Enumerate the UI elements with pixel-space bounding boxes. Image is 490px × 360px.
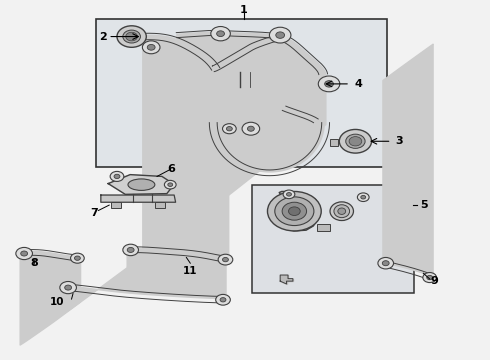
Text: 4: 4 xyxy=(355,79,363,89)
Circle shape xyxy=(60,282,76,294)
Polygon shape xyxy=(280,275,293,284)
Circle shape xyxy=(349,136,362,146)
Circle shape xyxy=(65,285,72,290)
Circle shape xyxy=(283,190,295,199)
Circle shape xyxy=(427,275,433,280)
Circle shape xyxy=(168,183,172,186)
Circle shape xyxy=(21,251,27,256)
Circle shape xyxy=(217,31,224,37)
Circle shape xyxy=(16,247,32,260)
Circle shape xyxy=(357,193,369,202)
Polygon shape xyxy=(274,192,318,231)
Circle shape xyxy=(361,195,366,199)
Text: 11: 11 xyxy=(183,266,197,276)
Text: 10: 10 xyxy=(49,297,64,307)
Circle shape xyxy=(123,244,139,256)
Circle shape xyxy=(289,207,300,216)
Text: 6: 6 xyxy=(167,163,174,174)
Circle shape xyxy=(143,41,160,54)
Circle shape xyxy=(127,247,134,252)
Circle shape xyxy=(164,180,176,189)
Circle shape xyxy=(275,197,314,226)
Bar xyxy=(155,202,165,208)
Circle shape xyxy=(222,257,228,262)
Circle shape xyxy=(126,32,138,41)
Bar xyxy=(252,185,414,293)
Bar xyxy=(111,202,122,208)
Circle shape xyxy=(222,124,236,134)
Circle shape xyxy=(268,192,321,231)
Circle shape xyxy=(318,76,340,92)
Text: 7: 7 xyxy=(91,208,98,218)
Polygon shape xyxy=(108,175,174,194)
Text: 2: 2 xyxy=(99,32,107,41)
Ellipse shape xyxy=(330,202,353,221)
Circle shape xyxy=(74,256,80,260)
Bar xyxy=(330,139,338,145)
Ellipse shape xyxy=(338,208,345,215)
Text: 3: 3 xyxy=(395,136,403,146)
Circle shape xyxy=(378,257,393,269)
Circle shape xyxy=(218,254,233,265)
Text: 1: 1 xyxy=(240,5,247,15)
Text: 5: 5 xyxy=(420,200,428,210)
Circle shape xyxy=(147,44,155,50)
Circle shape xyxy=(220,298,226,302)
Circle shape xyxy=(276,32,285,39)
Polygon shape xyxy=(101,195,175,202)
Circle shape xyxy=(346,134,365,148)
Circle shape xyxy=(287,193,292,196)
Circle shape xyxy=(339,130,371,153)
Text: 9: 9 xyxy=(431,276,439,286)
Circle shape xyxy=(71,253,84,263)
Circle shape xyxy=(282,202,307,220)
Text: 8: 8 xyxy=(30,258,38,268)
Circle shape xyxy=(242,122,260,135)
Ellipse shape xyxy=(334,205,349,218)
Circle shape xyxy=(247,126,254,131)
Circle shape xyxy=(216,294,230,305)
Bar xyxy=(318,224,330,231)
Circle shape xyxy=(270,27,291,43)
Circle shape xyxy=(211,27,230,41)
Circle shape xyxy=(226,127,232,131)
Circle shape xyxy=(325,81,333,87)
Circle shape xyxy=(382,261,389,266)
Circle shape xyxy=(423,273,437,283)
Circle shape xyxy=(123,30,141,43)
Circle shape xyxy=(117,26,147,47)
Bar xyxy=(96,19,387,167)
Ellipse shape xyxy=(128,179,155,190)
Circle shape xyxy=(114,174,120,179)
Circle shape xyxy=(110,171,124,181)
